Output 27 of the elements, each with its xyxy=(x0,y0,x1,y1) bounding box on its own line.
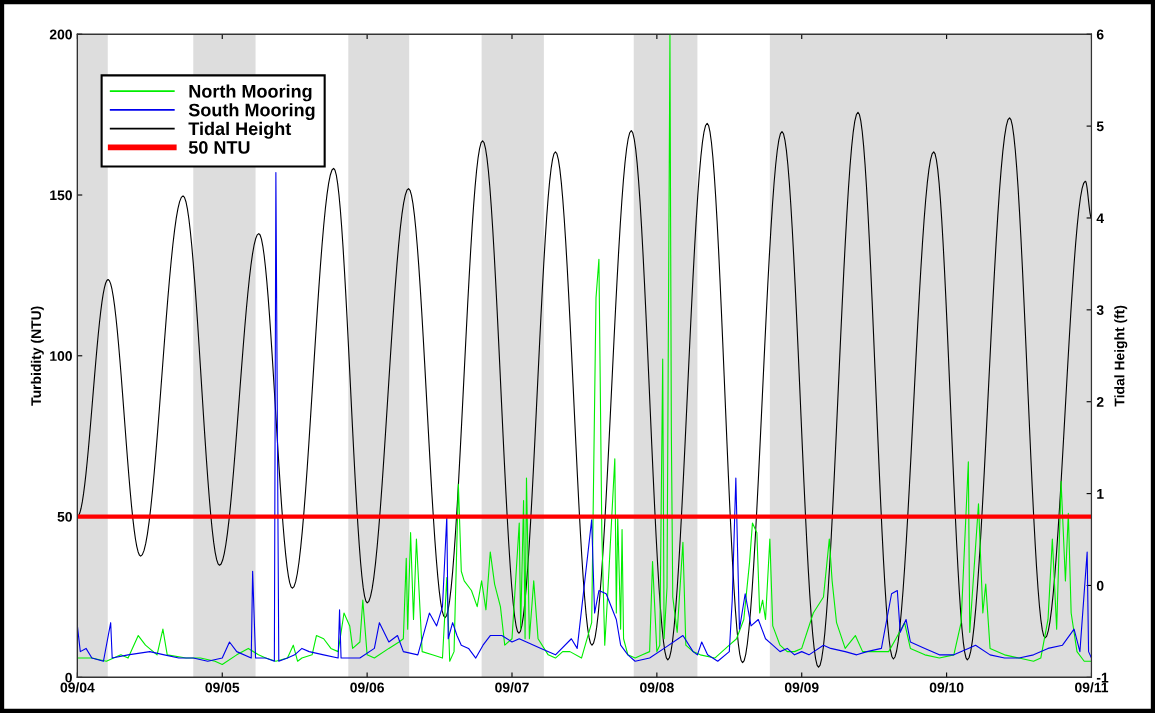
y-tick-label: 0 xyxy=(65,672,72,683)
x-tick-label: 09/04 xyxy=(60,682,95,693)
y2-tick-label: -1 xyxy=(1096,672,1109,683)
x-tick-label: 09/11 xyxy=(1075,682,1109,693)
x-tick-label: 09/08 xyxy=(640,682,674,693)
y2-tick-label: 3 xyxy=(1096,305,1104,316)
y2-axis-title: Tidal Height (ft) xyxy=(1114,305,1128,407)
y2-tick-label: 5 xyxy=(1096,121,1104,132)
x-tick-label: 09/05 xyxy=(205,682,240,693)
legend-label: 50 NTU xyxy=(188,141,250,154)
y-tick-label: 100 xyxy=(50,351,72,361)
y-tick-label: 200 xyxy=(49,29,72,40)
y-axis-title: Turbidity (NTU) xyxy=(30,306,44,406)
legend-label: South Mooring xyxy=(188,103,315,121)
legend-label: Tidal Height xyxy=(188,121,292,139)
y2-tick-label: 4 xyxy=(1096,213,1104,224)
legend-label: North Mooring xyxy=(189,84,312,102)
y2-tick-label: 0 xyxy=(1096,580,1104,591)
x-tick-label: 09/10 xyxy=(929,682,964,693)
y2-tick-label: 6 xyxy=(1096,29,1104,40)
y2-tick-label: 1 xyxy=(1097,489,1104,499)
y-tick-label: 150 xyxy=(50,190,72,201)
y2-tick-label: 2 xyxy=(1096,397,1104,407)
y-tick-label: 50 xyxy=(57,511,72,522)
x-tick-label: 09/07 xyxy=(495,682,529,693)
x-tick-label: 09/06 xyxy=(350,682,384,693)
x-tick-label: 09/09 xyxy=(784,682,819,693)
